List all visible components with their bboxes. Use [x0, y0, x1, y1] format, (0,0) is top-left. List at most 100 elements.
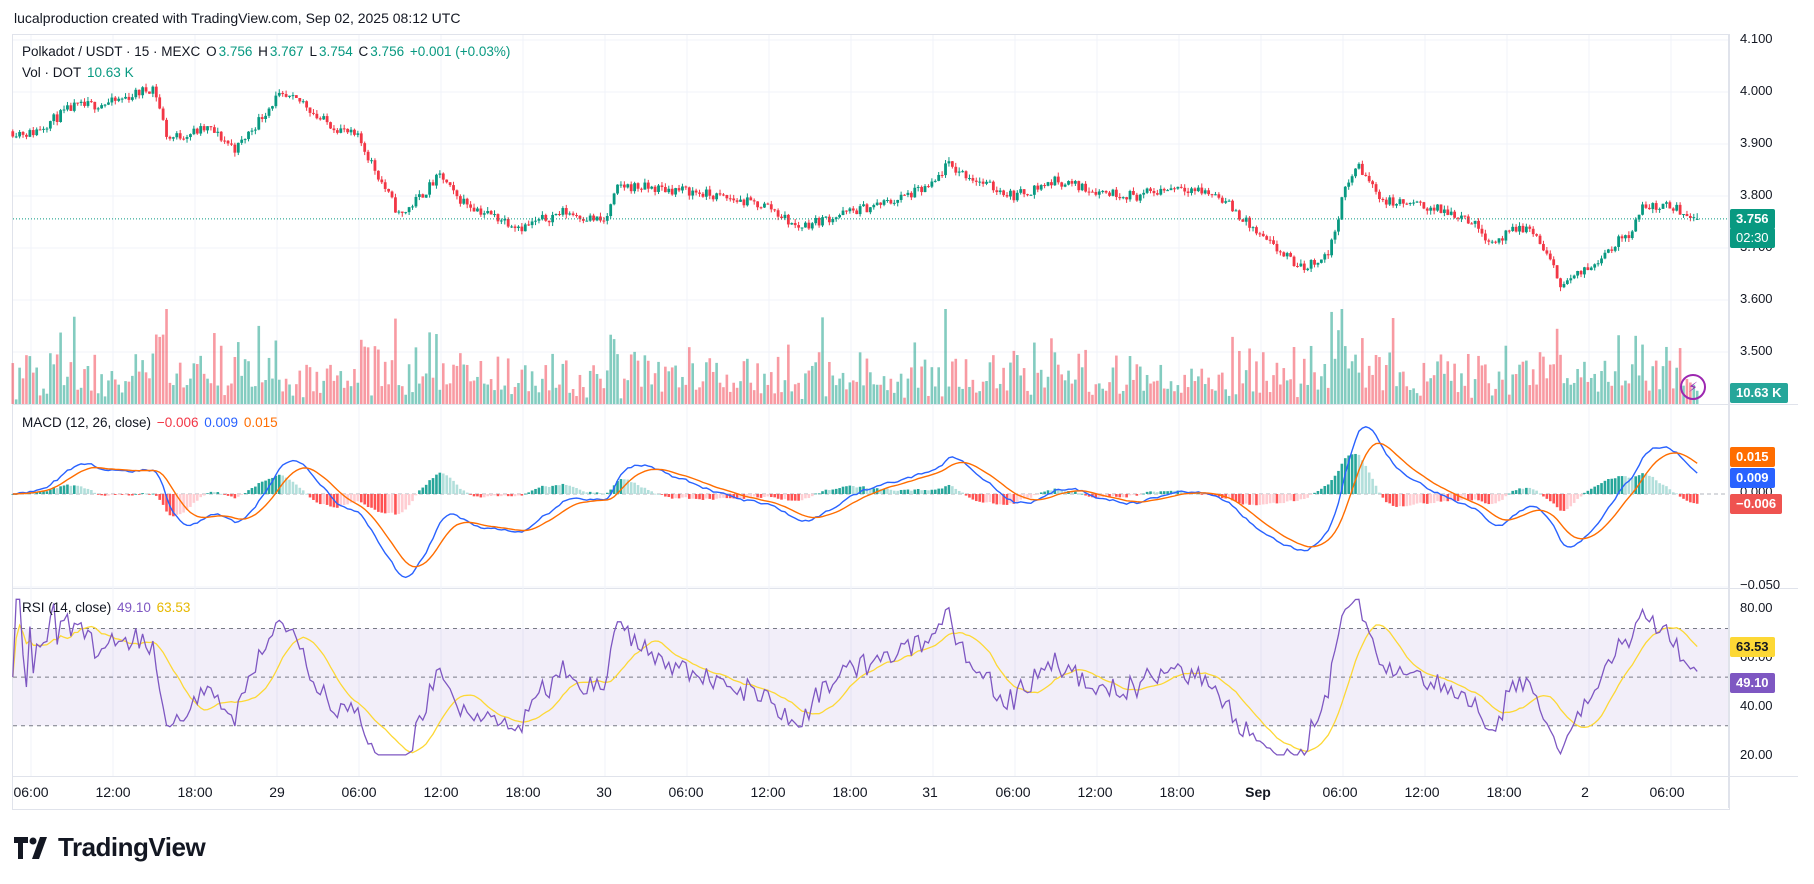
- candle-body: [1562, 283, 1566, 288]
- volume-bar: [390, 360, 394, 404]
- candle-body: [718, 193, 722, 195]
- volume-bar: [332, 380, 336, 404]
- lightning-icon[interactable]: ⚡: [1680, 374, 1706, 400]
- macd-histogram-bar: [418, 490, 421, 494]
- macd-histogram-bar: [329, 494, 332, 507]
- volume-bar: [886, 390, 889, 404]
- volume-bar: [858, 352, 862, 404]
- macd-histogram-bar: [1634, 476, 1637, 494]
- volume-bar: [380, 386, 384, 404]
- macd-histogram-bar: [995, 494, 999, 505]
- macd-histogram-bar: [260, 481, 264, 494]
- macd-histogram-bar: [773, 494, 776, 498]
- macd-histogram-bar: [113, 494, 117, 495]
- volume-bar: [1405, 386, 1409, 404]
- candle-body: [168, 136, 172, 139]
- volume-bar: [1361, 338, 1364, 404]
- macd-histogram-bar: [1600, 483, 1603, 494]
- candle-body: [831, 219, 835, 223]
- candle-body: [920, 186, 924, 193]
- macd-histogram-bar: [1289, 494, 1292, 501]
- candle-body: [1302, 263, 1306, 271]
- candle-body: [171, 137, 175, 139]
- candle-body: [1231, 200, 1234, 212]
- volume-bar: [421, 376, 425, 404]
- macd-histogram-bar: [397, 494, 401, 514]
- candle-body: [1241, 219, 1245, 222]
- macd-histogram-bar: [1391, 494, 1395, 506]
- macd-title[interactable]: MACD (12, 26, close): [22, 415, 152, 430]
- volume-bar: [681, 376, 684, 404]
- macd-histogram-bar: [957, 490, 961, 494]
- candle-body: [1012, 190, 1016, 201]
- macd-histogram-bar: [161, 494, 165, 505]
- volume-bar: [670, 367, 674, 404]
- macd-histogram-bar: [1641, 473, 1644, 494]
- macd-histogram-bar: [288, 479, 291, 494]
- candle-body: [752, 200, 756, 202]
- macd-histogram-bar: [1651, 476, 1655, 494]
- candle-body: [1535, 234, 1539, 236]
- volume-bar: [1217, 374, 1221, 404]
- macd-histogram-bar: [711, 494, 715, 500]
- candle-body: [11, 131, 15, 137]
- candle-body: [1668, 202, 1672, 209]
- volume-bar: [414, 347, 418, 404]
- candle-body: [165, 119, 168, 137]
- volume-bar: [322, 380, 325, 404]
- volume-bar: [93, 354, 97, 404]
- price-tick: 3.600: [1740, 291, 1773, 306]
- macd-histogram-bar: [923, 489, 927, 494]
- macd-line-value: 0.009: [204, 415, 239, 430]
- candle-body: [1665, 202, 1668, 204]
- candle-body: [230, 143, 233, 145]
- volume-bar: [1207, 377, 1210, 404]
- macd-histogram-bar: [1043, 491, 1046, 494]
- macd-histogram-bar: [1422, 494, 1426, 504]
- candle-body: [1398, 199, 1402, 205]
- volume-bar: [400, 386, 404, 404]
- candle-body: [1507, 230, 1511, 232]
- macd-histogram-bar: [1596, 485, 1600, 494]
- macd-histogram-bar: [640, 487, 643, 494]
- volume-bar: [684, 384, 688, 404]
- volume-label[interactable]: Vol · DOT: [22, 65, 82, 80]
- macd-histogram-bar: [1586, 490, 1590, 494]
- volume-bar: [1504, 345, 1508, 404]
- candle-body: [499, 220, 503, 222]
- rsi-title[interactable]: RSI (14, close): [22, 600, 112, 615]
- macd-histogram-bar: [930, 489, 934, 494]
- candle-body: [561, 208, 565, 215]
- volume-bar: [889, 378, 893, 404]
- macd-histogram-bar: [1603, 480, 1607, 494]
- candle-body: [1364, 174, 1368, 176]
- volume-bar: [1320, 376, 1323, 404]
- macd-histogram-bar: [441, 473, 445, 494]
- candle-body: [903, 194, 906, 196]
- time-tick: 12:00: [1077, 784, 1113, 800]
- time-tick: 06:00: [1649, 784, 1685, 800]
- symbol-title[interactable]: Polkadot / USDT · 15 · MEXC: [22, 44, 201, 59]
- macd-histogram-bar: [1009, 494, 1012, 504]
- volume-bar: [1603, 360, 1607, 404]
- candle-body: [643, 182, 647, 190]
- candle-body: [776, 210, 780, 217]
- candle-body: [134, 89, 138, 98]
- candle-body: [923, 186, 927, 193]
- macd-histogram-bar: [1480, 494, 1484, 502]
- macd-histogram-bar: [165, 494, 168, 512]
- candle-body: [838, 215, 842, 218]
- volume-bar: [595, 374, 599, 404]
- macd-histogram-bar: [523, 493, 527, 495]
- tradingview-logo[interactable]: TradingView: [14, 832, 206, 863]
- macd-histogram-bar: [1285, 494, 1289, 502]
- pane-divider-main-macd: [12, 404, 1798, 405]
- volume-bar: [1514, 374, 1518, 404]
- candle-body: [886, 200, 889, 202]
- macd-histogram-bar: [920, 490, 923, 494]
- macd-histogram-bar: [31, 492, 35, 494]
- macd-histogram-bar: [636, 485, 640, 494]
- macd-histogram-bar: [1555, 494, 1559, 508]
- candle-body: [964, 171, 968, 179]
